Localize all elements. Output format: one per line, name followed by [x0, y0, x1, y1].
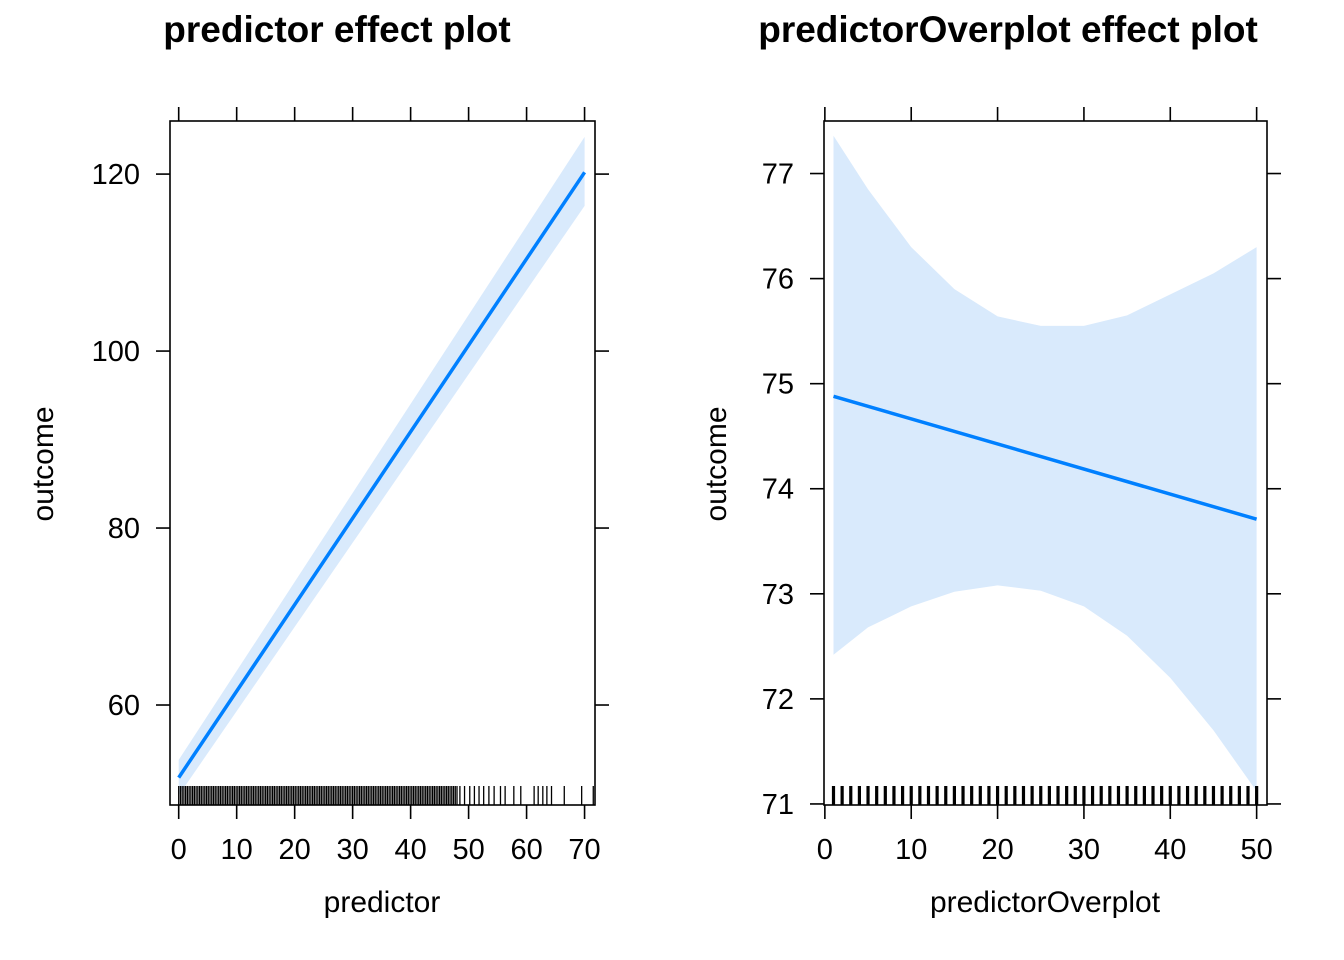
- x-tick-label: 40: [1154, 834, 1186, 866]
- y-tick-label: 74: [762, 474, 794, 506]
- fitted-line: [177, 171, 587, 779]
- plot-frame: [169, 120, 596, 806]
- predictor-overplot-effect-panel: predictorOverplot effect plot 0 10 20 30 40 5…: [700, 9, 1281, 919]
- x-tick-label: 30: [337, 834, 369, 866]
- confidence-band: [178, 136, 585, 796]
- y-tick-label: 73: [762, 579, 794, 611]
- x-tick-label: 40: [394, 834, 426, 866]
- y-tick-label: 120: [92, 159, 140, 191]
- fitted-line: [833, 394, 1258, 521]
- x-tick-label: 20: [981, 834, 1013, 866]
- panel-title: predictorOverplot effect plot: [758, 9, 1258, 50]
- y-tick-label: 76: [762, 264, 794, 296]
- x-axis-label: predictorOverplot: [930, 886, 1161, 919]
- y-axis-label: outcome: [27, 406, 60, 521]
- y-tick-label: 71: [762, 789, 794, 821]
- y-axis-label: outcome: [700, 406, 733, 521]
- x-tick-label: 20: [279, 834, 311, 866]
- x-tick-label: 30: [1068, 834, 1100, 866]
- x-axis-label: predictor: [324, 886, 441, 919]
- panel-title: predictor effect plot: [163, 9, 510, 50]
- y-tick-label: 77: [762, 159, 794, 191]
- x-tick-label: 50: [452, 834, 484, 866]
- x-tick-label: 70: [568, 834, 600, 866]
- plot-frame: [823, 120, 1268, 806]
- y-tick-label: 72: [762, 684, 794, 716]
- x-tick-label: 60: [510, 834, 542, 866]
- predictor-effect-panel: predictor effect plot 0 10 20 30 40 50 60 70 60 8…: [27, 9, 609, 919]
- confidence-band: [833, 135, 1257, 792]
- y-tick-label: 100: [92, 336, 140, 368]
- y-tick-label: 80: [108, 513, 140, 545]
- x-tick-label: 0: [817, 834, 833, 866]
- x-tick-label: 10: [221, 834, 253, 866]
- x-tick-label: 0: [171, 834, 187, 866]
- y-tick-label: 60: [108, 690, 140, 722]
- x-tick-label: 50: [1241, 834, 1273, 866]
- x-tick-label: 10: [895, 834, 927, 866]
- y-tick-label: 75: [762, 369, 794, 401]
